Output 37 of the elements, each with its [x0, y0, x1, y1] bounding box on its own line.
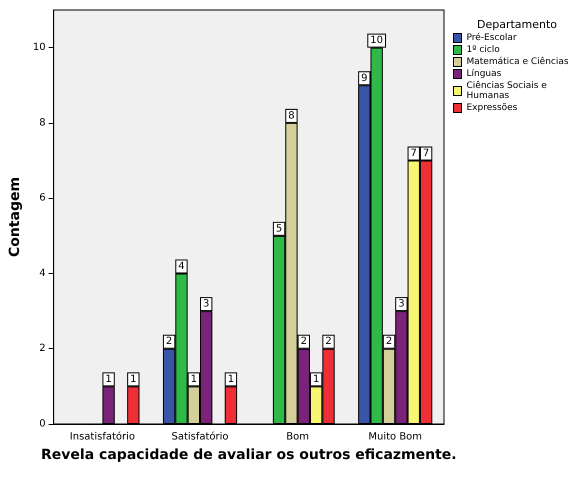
data-label: 7: [410, 148, 417, 160]
data-label: 2: [166, 336, 172, 348]
data-label: 1: [228, 374, 234, 385]
data-label: 7: [422, 148, 430, 160]
data-label: 3: [203, 298, 210, 310]
y-tick-label: 4: [39, 268, 46, 279]
x-tick-label: Satisfatório: [171, 432, 229, 442]
legend-title: Departamento: [476, 18, 558, 31]
x-axis-title: Revela capacidade de avaliar os outros eficazmente.: [41, 446, 457, 463]
data-label: 2: [325, 336, 332, 348]
y-tick-label: 8: [39, 117, 46, 128]
legend-label: Ciências Sociais e Humanas: [466, 80, 550, 101]
x-tick-label: Muito Bom: [368, 432, 422, 442]
data-label: 1: [130, 374, 137, 385]
data-label: 1: [105, 374, 112, 385]
x-tick-label: Insatisfatório: [70, 432, 136, 442]
legend-label: Pré-Escolar: [466, 32, 517, 43]
x-tick-label: Bom: [286, 432, 309, 442]
legend-label: Matemática e Ciências: [466, 56, 569, 67]
y-tick-label: 0: [39, 418, 46, 430]
data-label: 2: [300, 336, 307, 348]
data-label: 1: [312, 374, 320, 385]
data-label: 3: [398, 298, 405, 310]
data-label: 10: [370, 35, 384, 46]
y-tick-label: 10: [32, 42, 46, 54]
data-label: 5: [276, 223, 282, 234]
y-tick-label: 2: [39, 343, 46, 354]
legend-label: Expressões: [466, 103, 518, 113]
data-label: 2: [386, 336, 392, 348]
data-label: 9: [361, 72, 368, 84]
legend-label: 1º ciclo: [466, 45, 500, 55]
data-label: 1: [190, 374, 198, 385]
legend-label: Línguas: [466, 68, 502, 79]
y-tick-label: 6: [39, 192, 46, 204]
data-label: 8: [288, 110, 295, 122]
data-label: 4: [178, 260, 185, 272]
y-axis-title: Contagem: [7, 176, 23, 258]
